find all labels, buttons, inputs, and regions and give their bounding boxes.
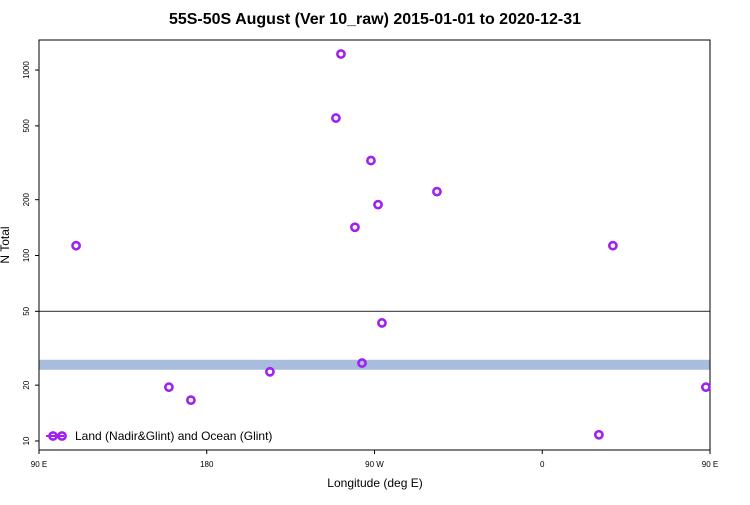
chart-title: 55S-50S August (Ver 10_raw) 2015-01-01 t… xyxy=(169,11,581,28)
x-tick-label: 90 E xyxy=(31,460,47,469)
y-tick-label: 20 xyxy=(22,380,31,389)
x-tick-label: 180 xyxy=(200,460,214,469)
point xyxy=(607,240,618,251)
y-axis-label: N Total xyxy=(0,226,12,263)
point xyxy=(432,186,442,197)
point xyxy=(373,199,383,210)
y-tick-label: 10 xyxy=(22,436,31,445)
point xyxy=(366,155,376,166)
legend-marker xyxy=(57,431,67,441)
y-tick-label: 1000 xyxy=(22,61,31,79)
point xyxy=(71,240,81,251)
legend-marker xyxy=(48,431,58,441)
point xyxy=(350,222,360,233)
point xyxy=(164,382,174,393)
point xyxy=(700,382,711,393)
x-axis-label: Longitude (deg E) xyxy=(327,476,422,490)
y-tick-label: 200 xyxy=(22,192,31,206)
legend-label: Land (Nadir&Glint) and Ocean (Glint) xyxy=(75,429,272,443)
y-tick-label: 100 xyxy=(22,248,31,262)
point xyxy=(331,113,341,123)
x-tick-label: 90 E xyxy=(702,460,718,469)
point xyxy=(186,395,196,406)
point xyxy=(265,366,275,377)
point xyxy=(357,358,367,368)
band xyxy=(39,359,710,370)
y-tick-label: 50 xyxy=(22,306,31,315)
point xyxy=(377,318,387,328)
y-tick-label: 500 xyxy=(22,119,31,133)
point xyxy=(594,429,604,440)
point xyxy=(336,49,346,59)
x-tick-label: 90 W xyxy=(365,460,384,469)
x-tick-label: 0 xyxy=(540,460,545,469)
